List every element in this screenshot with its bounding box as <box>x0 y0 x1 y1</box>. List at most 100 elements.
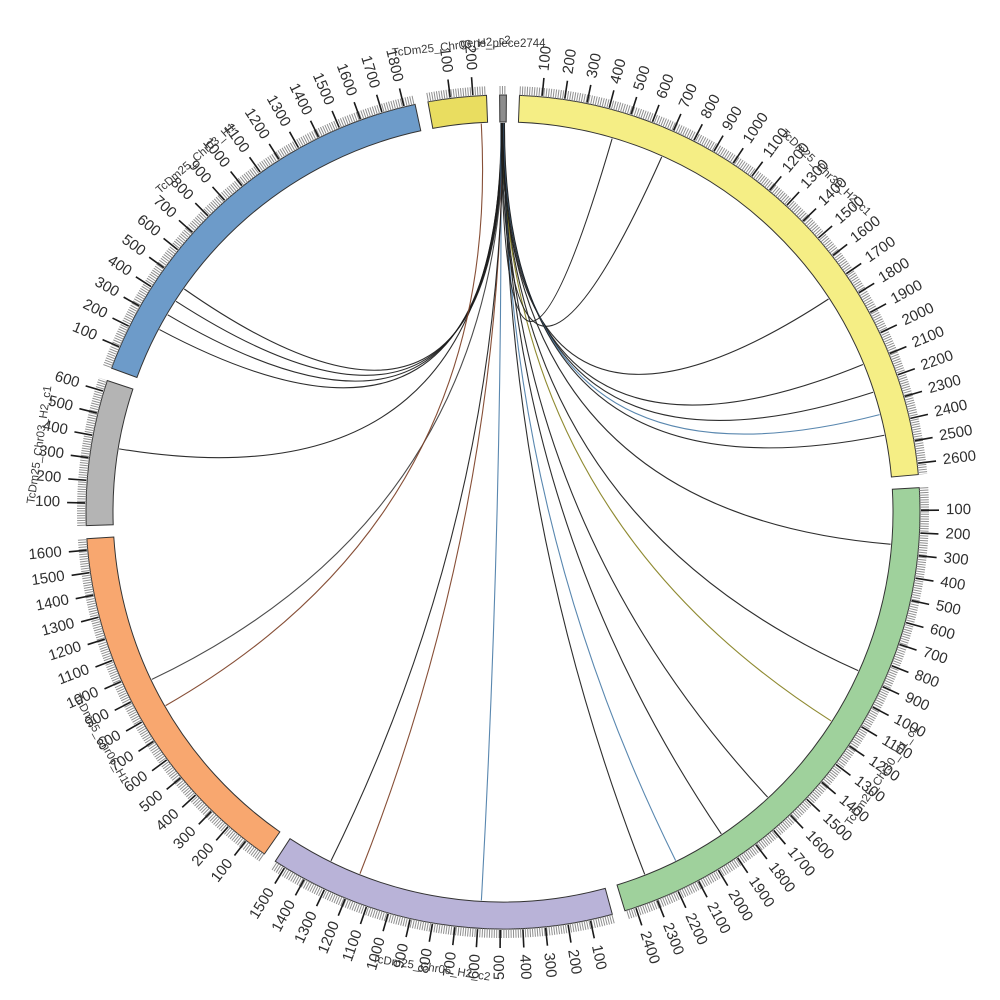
tick-label: 300 <box>540 952 559 979</box>
segment-band <box>427 94 489 129</box>
major-tick <box>899 643 917 651</box>
tick-label: 700 <box>150 192 180 221</box>
major-tick <box>428 923 434 942</box>
major-tick <box>786 191 800 206</box>
tick-label: 600 <box>53 368 82 392</box>
major-tick <box>869 303 887 314</box>
major-tick <box>294 879 305 896</box>
major-tick <box>608 90 615 108</box>
tick-label: 2600 <box>942 447 977 468</box>
major-tick <box>337 898 346 916</box>
major-tick <box>80 616 99 623</box>
major-tick <box>544 927 549 946</box>
tick-label: 400 <box>105 252 135 280</box>
major-tick <box>194 202 209 217</box>
tick-label: 400 <box>939 573 966 594</box>
major-tick <box>713 135 724 152</box>
major-tick <box>114 701 132 711</box>
segment-band <box>517 94 919 478</box>
major-tick <box>672 113 682 131</box>
chord-link <box>175 122 503 376</box>
major-tick <box>914 436 933 442</box>
major-tick <box>904 390 923 398</box>
major-tick <box>68 478 87 482</box>
major-tick <box>769 175 782 191</box>
segment-TcDm25_Chr06_H2_c2: 1002003004005006007008009001000110012001… <box>246 838 615 984</box>
tick-label: 800 <box>697 92 724 122</box>
major-tick <box>359 906 368 925</box>
major-tick <box>891 664 909 674</box>
major-tick <box>75 594 94 600</box>
chord-link <box>503 122 677 861</box>
major-tick <box>68 549 87 553</box>
segment-band <box>86 536 281 855</box>
minor-ticks <box>426 86 487 102</box>
major-tick <box>832 243 848 257</box>
major-tick <box>315 889 326 907</box>
major-tick <box>71 571 90 577</box>
tick-label: 100 <box>588 943 610 971</box>
tick-label: 200 <box>461 45 480 71</box>
major-tick <box>630 96 638 115</box>
major-tick <box>806 798 821 813</box>
major-tick <box>268 143 280 160</box>
major-tick <box>751 161 764 177</box>
tick-label: 500 <box>119 231 149 259</box>
segment-band <box>616 487 921 912</box>
major-tick <box>181 794 197 808</box>
major-tick <box>178 219 193 233</box>
major-tick <box>567 924 572 943</box>
tick-label: 100 <box>436 47 456 74</box>
segment-band <box>499 94 507 123</box>
major-tick <box>70 454 89 459</box>
major-tick <box>353 101 362 120</box>
segment-TcDm25_Chr30_H1_c1: 1002003004005006007008009001000110012001… <box>616 487 971 966</box>
major-tick <box>920 532 939 535</box>
major-tick <box>589 920 596 939</box>
major-tick <box>102 338 120 348</box>
tick-label: 600 <box>928 621 957 644</box>
tick-label: 500 <box>46 392 74 414</box>
major-tick <box>656 900 665 918</box>
tick-label: 400 <box>41 417 69 438</box>
chord-link <box>501 122 859 672</box>
tick-label: 600 <box>653 72 678 101</box>
tick-label: 500 <box>491 955 508 980</box>
tick-label: 200 <box>560 48 581 75</box>
major-tick <box>87 638 106 646</box>
tick-label: 400 <box>607 57 630 86</box>
major-tick <box>451 927 456 946</box>
major-tick <box>447 79 452 98</box>
chord-link <box>165 123 484 707</box>
tick-label: 1400 <box>268 897 299 934</box>
tick-label: 1500 <box>30 567 65 589</box>
tick-label: 800 <box>415 947 436 975</box>
major-tick <box>135 276 152 288</box>
tick-label: 300 <box>92 273 122 300</box>
major-tick <box>104 680 122 690</box>
major-tick <box>910 413 929 420</box>
major-tick <box>717 869 729 887</box>
major-tick <box>470 77 474 96</box>
segment-band <box>274 838 613 930</box>
tick-label: 300 <box>583 52 605 80</box>
tick-label: 900 <box>902 689 932 715</box>
major-tick <box>736 857 749 874</box>
tick-label: 700 <box>921 644 950 668</box>
major-tick <box>331 110 340 128</box>
tick-label: 500 <box>136 787 166 816</box>
segment-band <box>110 103 422 379</box>
major-tick <box>123 296 140 307</box>
segment-band <box>85 379 134 527</box>
chord-link <box>183 122 504 371</box>
tick-label: 2400 <box>636 929 663 966</box>
major-tick <box>248 156 261 173</box>
tick-label: 1300 <box>291 909 321 946</box>
major-tick <box>163 237 179 251</box>
major-tick <box>858 282 875 294</box>
chord-link <box>330 122 504 862</box>
major-tick <box>755 844 768 860</box>
major-tick <box>693 123 703 141</box>
tick-label: 1100 <box>339 928 366 964</box>
tick-label: 100 <box>946 501 971 518</box>
